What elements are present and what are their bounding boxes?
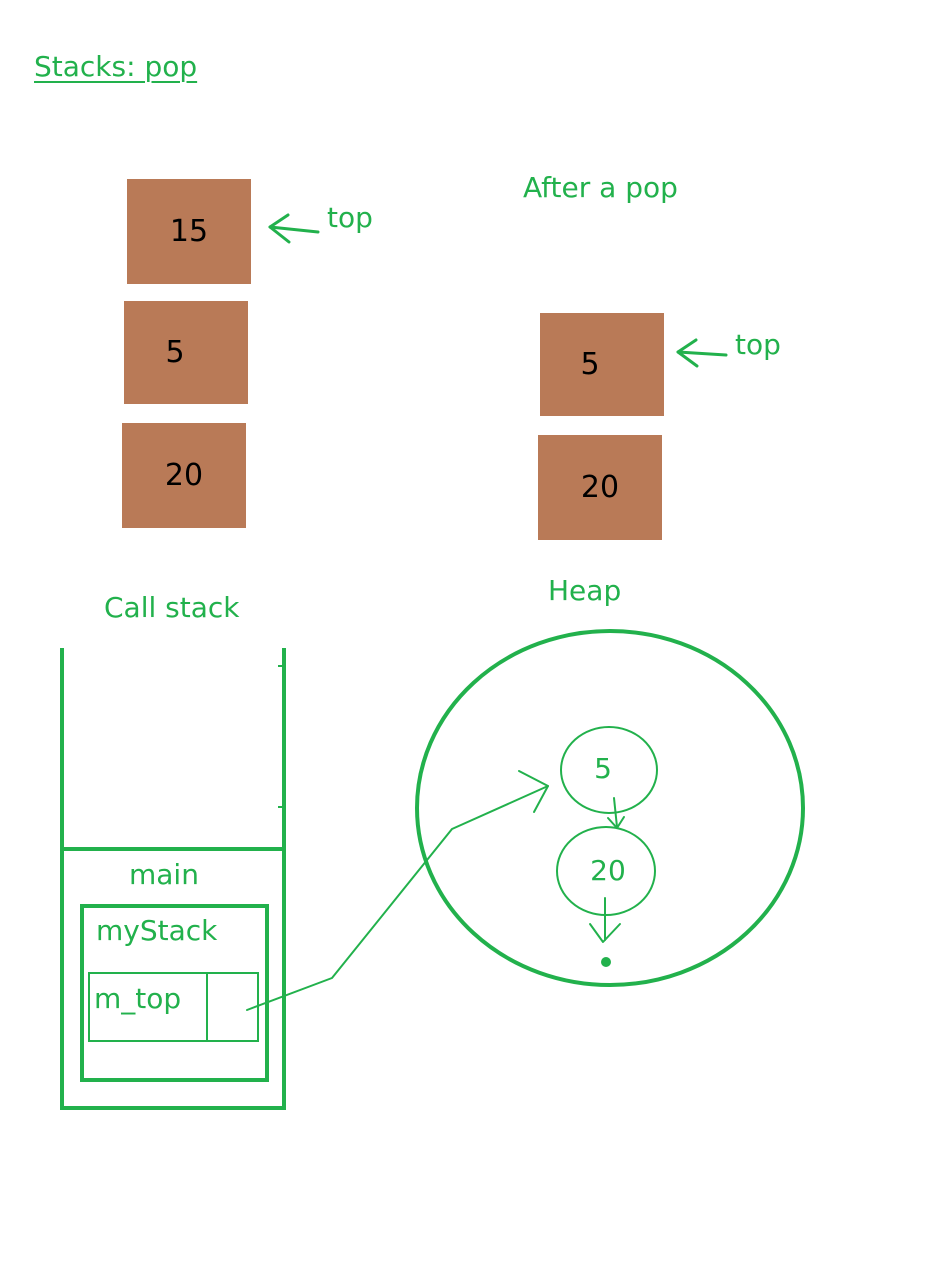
heap-node-5	[560, 726, 658, 814]
call-stack-frame	[60, 648, 286, 1110]
page-title: Stacks: pop	[34, 50, 198, 83]
heap-node-20-label: 20	[590, 854, 626, 887]
field-label-m-top: m_top	[94, 982, 182, 1015]
after-box-20: 20	[538, 435, 662, 540]
heap-null-arrow	[589, 897, 621, 943]
null-pointer-dot	[601, 957, 611, 967]
m-top-pointer-arrow	[246, 770, 549, 1011]
before-top-label: top	[327, 201, 373, 234]
heap-ellipse	[415, 629, 805, 987]
after-box-5: 5	[540, 313, 664, 416]
before-top-arrow	[268, 213, 320, 244]
after-box-value: 20	[580, 470, 620, 505]
frame-label-main: main	[129, 858, 199, 891]
before-box-value: 20	[164, 458, 204, 493]
before-box-value: 5	[165, 335, 185, 370]
m-top-field	[88, 972, 259, 1042]
heap-heading: Heap	[548, 574, 622, 607]
object-label-mystack: myStack	[96, 914, 218, 947]
call-stack-heading: Call stack	[104, 591, 240, 624]
after-heading: After a pop	[523, 171, 678, 204]
heap-node-5-label: 5	[594, 752, 612, 785]
before-box-5: 5	[124, 301, 248, 404]
heap-link-arrow	[607, 797, 625, 829]
after-box-value: 5	[580, 347, 600, 382]
before-box-15: 15	[127, 179, 251, 284]
after-top-label: top	[735, 328, 781, 361]
after-top-arrow	[676, 338, 728, 368]
before-box-value: 15	[169, 214, 209, 249]
before-box-20: 20	[122, 423, 246, 528]
mystack-object-box	[80, 904, 269, 1082]
